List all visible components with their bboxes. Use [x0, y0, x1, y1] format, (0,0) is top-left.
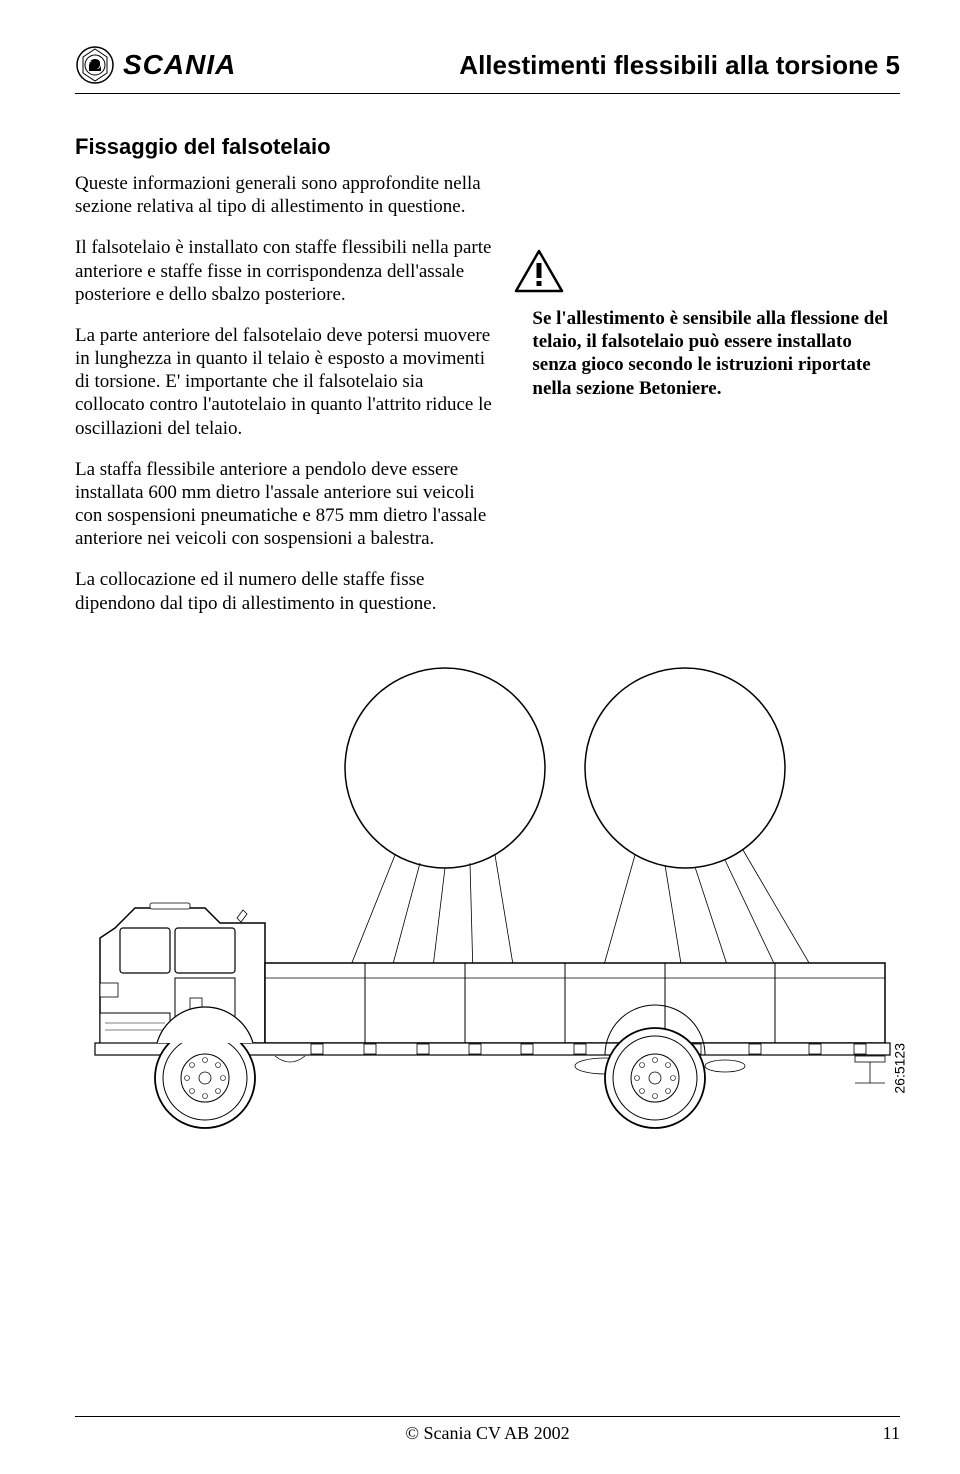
page-footer: © Scania CV AB 2002 11 — [75, 1416, 900, 1444]
warning-text: Se l'allestimento è sensibile alla fless… — [522, 299, 900, 408]
left-column: Fissaggio del falsotelaio Queste informa… — [75, 134, 492, 633]
page-header: SCANIA Allestimenti flessibili alla tors… — [75, 45, 900, 94]
paragraph-3: La parte anteriore del falsotelaio deve … — [75, 324, 492, 440]
truck-diagram — [75, 658, 900, 1138]
footer-page-number: 11 — [883, 1423, 900, 1444]
paragraph-4: La staffa flessibile anteriore a pendolo… — [75, 458, 492, 551]
content-area: Fissaggio del falsotelaio Queste informa… — [75, 134, 900, 633]
brand-logo: SCANIA — [75, 45, 236, 85]
paragraph-5: La collocazione ed il numero delle staff… — [75, 568, 492, 614]
brand-name: SCANIA — [123, 49, 236, 81]
paragraph-1: Queste informazioni generali sono approf… — [75, 172, 492, 218]
figure-area: 26:5123 — [75, 658, 900, 1143]
page-title: Allestimenti flessibili alla torsione 5 — [459, 50, 900, 81]
figure-label: 26:5123 — [892, 1043, 908, 1094]
detail-circle-left — [345, 668, 545, 868]
footer-copyright: © Scania CV AB 2002 — [405, 1423, 569, 1444]
paragraph-2: Il falsotelaio è installato con staffe f… — [75, 236, 492, 306]
warning-box: Se l'allestimento è sensibile alla fless… — [522, 299, 900, 408]
detail-circle-right — [585, 668, 785, 868]
section-heading: Fissaggio del falsotelaio — [75, 134, 492, 160]
right-column: Se l'allestimento è sensibile alla fless… — [522, 134, 900, 633]
truck-illustration — [95, 903, 890, 1128]
warning-triangle-icon — [514, 249, 564, 294]
scania-emblem-icon — [75, 45, 115, 85]
